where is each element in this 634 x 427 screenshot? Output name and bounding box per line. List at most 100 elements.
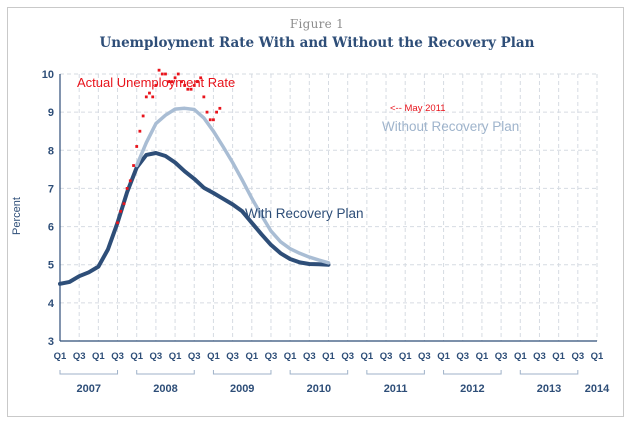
actual-rate-point [157,68,161,72]
year-bracket [212,370,272,375]
actual-rate-point [196,80,199,84]
y-tick-label: 6 [48,222,54,234]
x-tick-label: Q3 [456,351,469,362]
x-tick-label: Q3 [418,351,431,362]
with-recovery-plan-line [58,151,331,286]
x-tick-label: Q3 [380,351,393,362]
x-tick-label: Q1 [552,351,565,362]
x-tick-label: Q3 [150,351,163,362]
actual-rate-point [119,209,123,213]
actual-rate-point [199,76,203,80]
x-tick-label: Q3 [111,351,124,362]
y-tick-label: 8 [48,145,54,157]
x-tick-label: Q1 [361,351,374,362]
x-tick-label: Q3 [495,351,508,362]
year-bracket [59,370,119,375]
x-tick-label: Q1 [437,351,450,362]
year-bracket [443,370,502,375]
actual-rate-point [186,87,190,91]
actual-rate-point [144,95,148,99]
actual-rate-point [215,110,218,114]
actual-rate-point [116,221,119,225]
actual-rate-point [132,164,135,167]
actual-rate-point [170,80,174,84]
without-recovery-plan-line [134,106,331,265]
actual-rate-point [141,114,145,118]
actual-rate-point [180,80,183,84]
figure-label: Figure 1 [289,17,345,31]
actual-rate-point [148,91,151,95]
actual-rate-point [128,179,132,183]
actual-rate-point [205,110,209,114]
y-tick-label: 3 [48,336,54,348]
x-tick-label: Q1 [284,351,297,362]
year-label: 2012 [460,383,484,395]
actual-rate-point [167,80,171,84]
x-tick-label: Q1 [245,351,258,362]
figure-frame [7,7,624,417]
may-2011-annotation: <-- May 2011 [390,103,446,114]
y-tick-label: 10 [42,69,54,81]
x-tick-label: Q1 [476,351,489,362]
actual-rate-point [160,72,164,76]
actual-rate-point [189,87,193,91]
x-tick-label: Q3 [341,351,354,362]
x-tick-label: Q3 [571,351,584,362]
year-label: 2008 [153,383,177,395]
grid-lines [60,73,598,341]
actual-rate-point [151,95,155,99]
y-tick-label: 9 [48,107,54,119]
x-tick-label: Q3 [265,351,278,362]
year-bracket [519,370,579,375]
actual-rate-annotation: Actual Unemployment Rate [77,75,235,90]
actual-rate-point [183,84,187,87]
actual-rate-point [173,76,177,80]
x-tick-label: Q1 [92,351,105,362]
annotations-layer: Actual Unemployment Rate Without Recovery… [77,75,519,221]
chart-title: Unemployment Rate With and Without the R… [99,35,535,51]
x-tick-label: Q1 [130,351,143,362]
actual-rate-point [135,145,139,148]
x-tick-label: Q1 [322,351,335,362]
without-plan-annotation: Without Recovery Plan [382,119,519,134]
x-tick-label: Q1 [169,351,182,362]
x-tick-label: Q1 [399,351,412,362]
x-tick-label: Q3 [226,351,239,362]
actual-rate-point [122,202,126,206]
x-tick-label: Q3 [303,351,316,362]
actual-rate-point [176,72,180,76]
year-bracket [136,370,195,375]
with-plan-annotation: With Recovery Plan [245,206,364,221]
year-label: 2011 [384,383,408,395]
year-label: 2007 [77,383,101,395]
year-bracket [366,370,425,375]
y-tick-label: 7 [48,183,54,195]
x-tick-label: Q1 [207,351,220,362]
actual-rate-point [164,72,167,76]
actual-rate-point [208,118,212,122]
actual-rate-point [154,84,158,87]
x-tick-label: Q1 [54,351,67,362]
actual-rate-point [212,118,215,122]
year-label: 2009 [230,383,254,395]
year-label: 2014 [585,383,610,395]
axis-labels: 3 4 5 6 7 8 9 10 Q1 Q3 Q1 Q3 Q1 Q3 Q1 Q3 Q1 Q3 Q1 Q3 Q1 Q3 Q1 Q… [42,69,610,395]
x-tick-label: Q1 [514,351,527,362]
y-tick-label: 4 [48,298,55,310]
x-tick-label: Q3 [73,351,86,362]
x-tick-label: Q1 [591,351,604,362]
actual-rate-point [192,84,196,87]
year-label: 2010 [307,383,331,395]
series-layer [58,68,331,286]
x-tick-label: Q3 [533,351,546,362]
actual-rate-point [218,106,222,110]
actual-rate-point [138,129,142,133]
year-bracket [289,370,349,375]
y-tick-label: 5 [48,260,54,272]
actual-rate-point [125,187,129,190]
x-tick-label: Q3 [188,351,201,362]
actual-rate-point [202,95,206,99]
axes [59,74,597,375]
year-label: 2013 [537,383,561,395]
